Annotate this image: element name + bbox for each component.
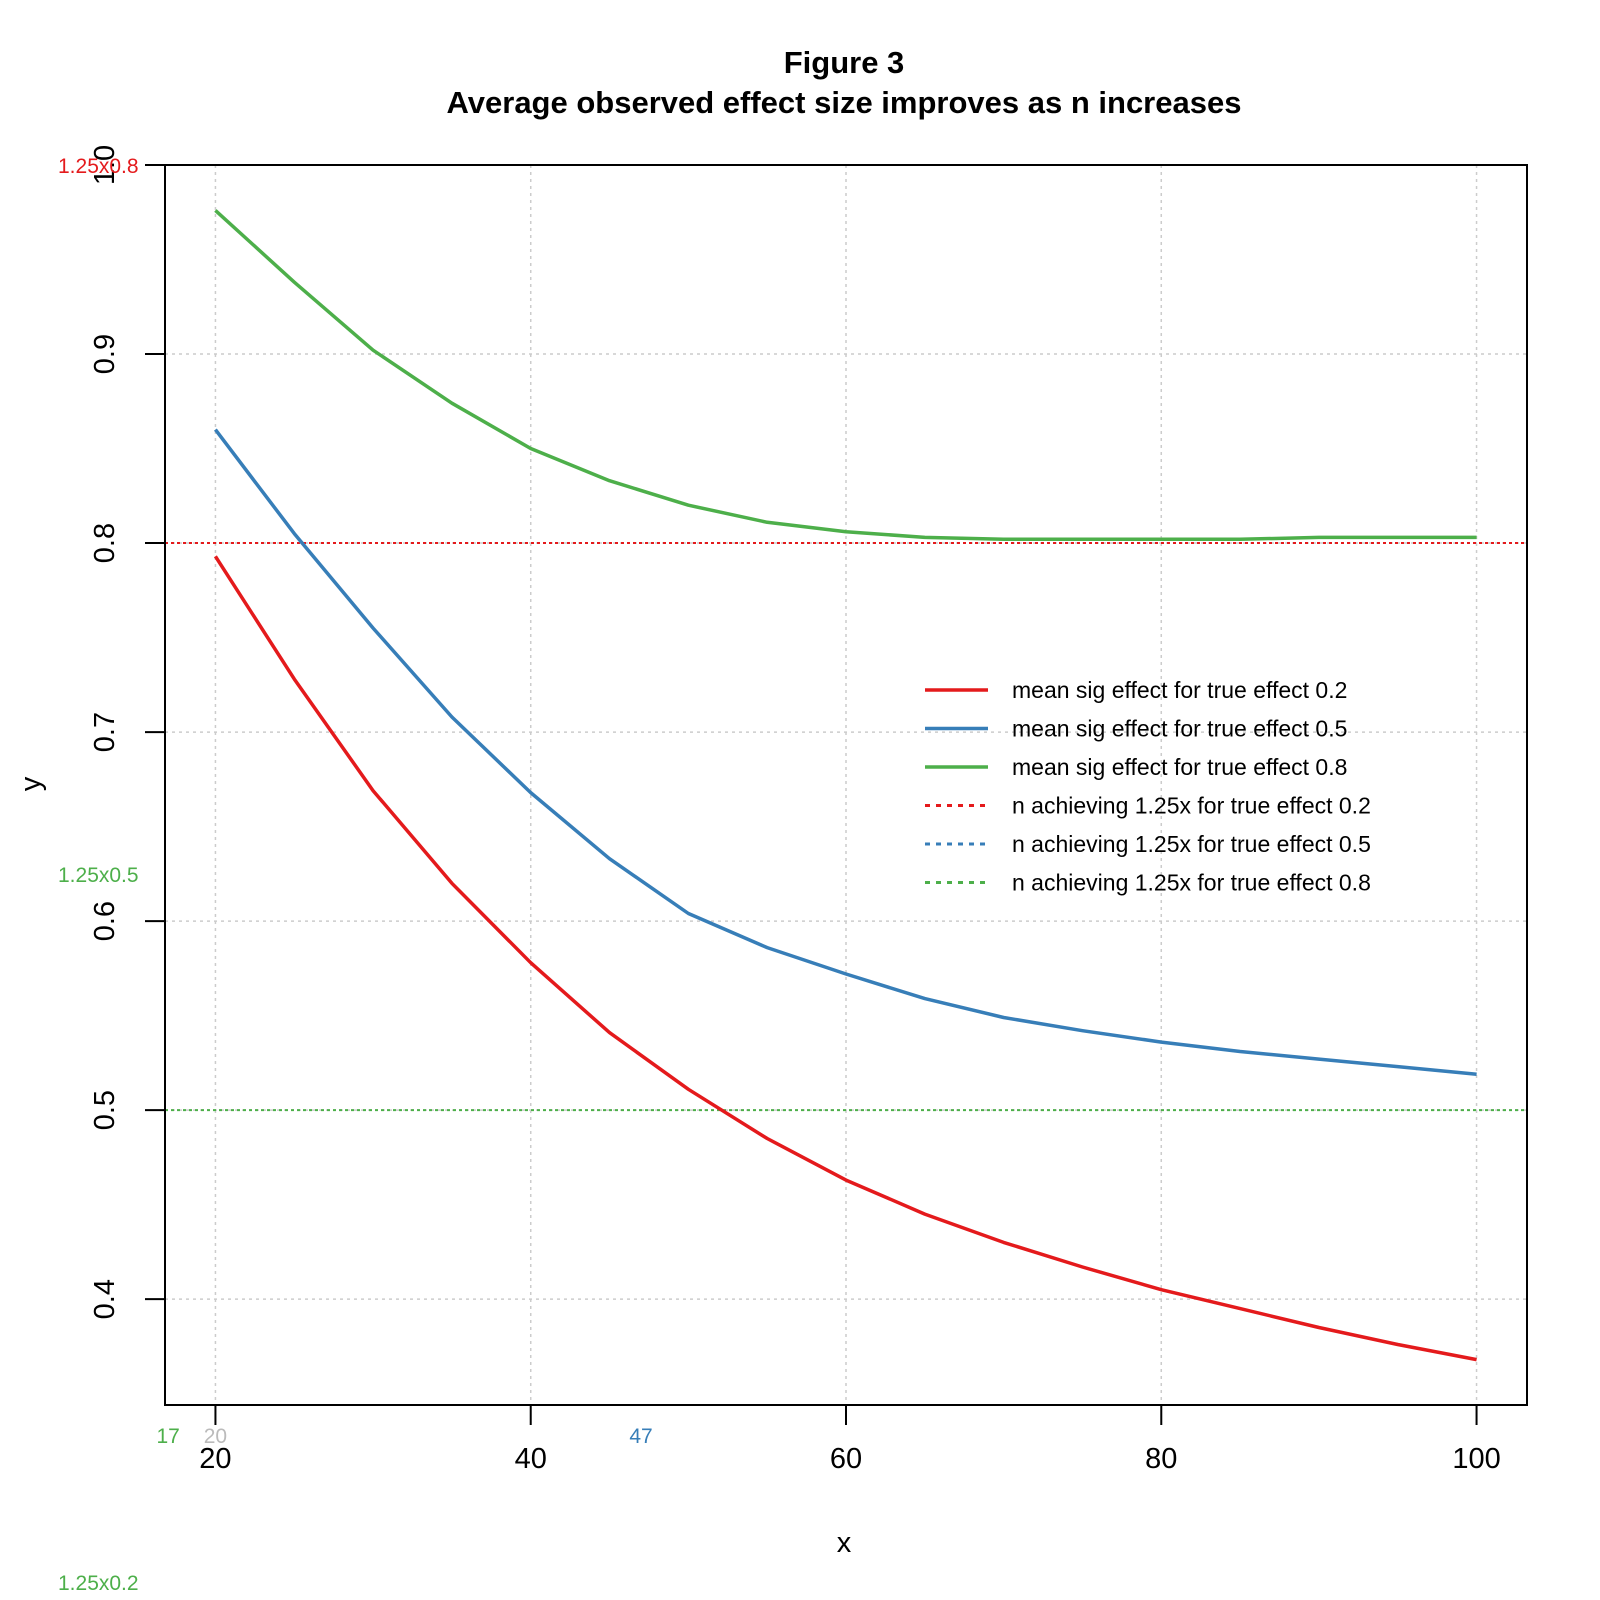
x-axis-label: x [837,1527,852,1559]
y-tick-label-1: 0.5 [89,1090,121,1130]
x-tick-label-3: 80 [1145,1443,1177,1475]
y-tick-label-6: 1.0 [89,145,121,185]
legend-label-3: n achieving 1.25x for true effect 0.2 [1012,793,1371,819]
y-tick-label-2: 0.6 [89,901,121,941]
axes: 20 40 60 80 100 0.4 0.5 0.6 0.7 0.8 0.9 1.0 [89,145,1501,1475]
annotations: 1.25x0.8 1.25x0.5 1.25x0.2 17 20 47 [58,155,653,1595]
vline-label-1: 20 [204,1425,227,1448]
reference-line-label-3: 1.25x0.2 [58,1572,139,1595]
legend-label-5: n achieving 1.25x for true effect 0.8 [1012,870,1371,896]
x-tick-label-0: 20 [199,1443,231,1475]
y-axis-label: y [15,776,47,791]
y-tick-label-3: 0.7 [89,712,121,752]
series-line-2 [214,209,1477,542]
vline-label-0: 17 [156,1425,179,1448]
legend-label-4: n achieving 1.25x for true effect 0.5 [1012,831,1371,857]
x-tick-label-4: 100 [1452,1443,1500,1475]
legend: mean sig effect for true effect 0.2 mean … [925,677,1371,896]
x-tick-label-2: 60 [830,1443,862,1475]
legend-label-0: mean sig effect for true effect 0.2 [1012,677,1347,703]
y-tick-label-4: 0.8 [89,523,121,563]
y-tick-label-5: 0.9 [89,334,121,374]
chart-subtitle: Average observed effect size improves as… [447,85,1242,120]
legend-label-1: mean sig effect for true effect 0.5 [1012,716,1347,742]
vline-label-2: 47 [629,1425,652,1448]
reference-line-label-2: 1.25x0.5 [58,864,139,887]
x-tick-label-1: 40 [515,1443,547,1475]
series-lines [213,209,1477,1362]
series-line-1 [214,428,1477,1076]
chart-title: Figure 3 [784,45,905,80]
y-tick-label-0: 0.4 [89,1279,121,1319]
series-line-0 [213,555,1477,1362]
legend-label-2: mean sig effect for true effect 0.8 [1012,754,1347,780]
reference-line-label-0: 1.25x0.8 [58,155,139,178]
